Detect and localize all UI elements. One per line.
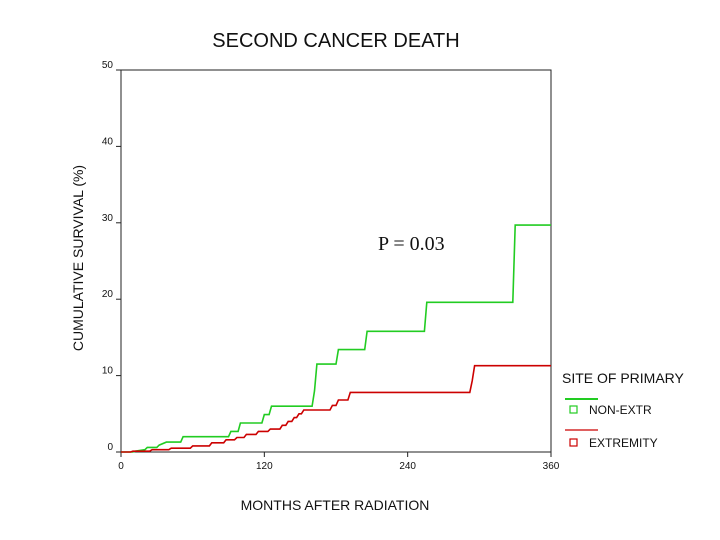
y-tick-label: 40 [102,136,114,147]
x-axis-label: MONTHS AFTER RADIATION [241,497,430,513]
legend-marker-extremity [569,438,578,447]
legend: SITE OF PRIMARY NON-EXTR EXTREMITY [562,370,685,450]
x-axis-ticks: 0 120 240 360 [118,452,560,472]
p-value-annotation: P = 0.03 [378,233,445,255]
y-tick-label: 10 [102,366,114,377]
y-axis-ticks: 0 10 20 30 40 50 [102,60,121,453]
y-tick-label: 20 [102,289,114,300]
x-tick-label: 0 [118,461,124,472]
legend-label-extremity: EXTREMITY [589,436,658,450]
legend-label-non-extr: NON-EXTR [589,403,652,417]
y-axis-label: CUMULATIVE SURVIVAL (%) [70,165,86,351]
chart-title: SECOND CANCER DEATH [212,30,459,52]
series-line-extremity [121,364,551,453]
series-line-non-extr [121,224,551,453]
series-lines [121,224,551,453]
y-tick-label: 30 [102,213,114,224]
x-tick-label: 360 [543,461,560,472]
y-tick-label: 50 [102,60,114,71]
x-tick-label: 120 [256,461,273,472]
plot-area-frame [120,69,552,453]
x-tick-label: 240 [399,461,416,472]
legend-title: SITE OF PRIMARY [562,370,685,386]
y-tick-label: 0 [107,442,113,453]
legend-marker-non-extr [569,405,578,414]
